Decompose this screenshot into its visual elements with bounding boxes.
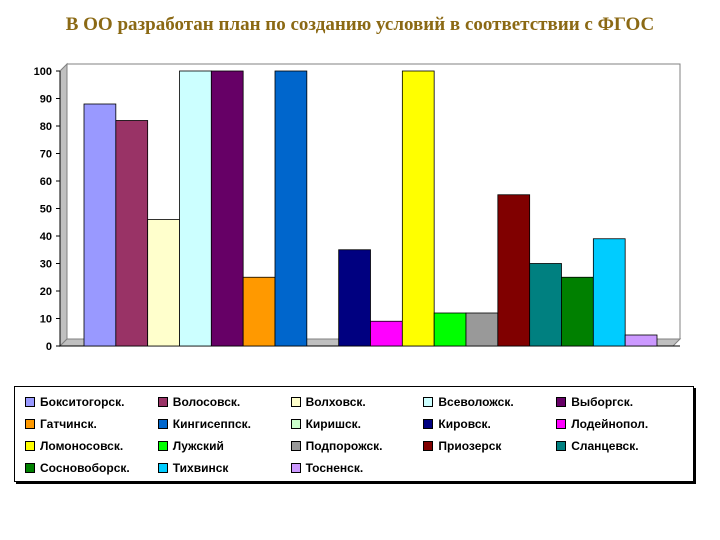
bar-9: Кировск.: 35 (338, 249, 371, 347)
y-tick-label: 40 (40, 231, 52, 243)
slide-title: В ОО разработан план по созданию условий… (65, 14, 655, 35)
legend-swatch (556, 396, 567, 407)
bar-3: Волховск.: 46 (147, 219, 180, 347)
legend-label: Лужский (172, 438, 224, 453)
legend-swatch (157, 396, 168, 407)
plot-side-wall (59, 62, 68, 348)
legend-item: Всеволожск. (423, 393, 556, 410)
legend-item: Сосновоборск. (25, 459, 158, 476)
y-tick-label: 100 (34, 66, 52, 78)
legend-label: Кировск. (438, 416, 491, 431)
y-tick-label: 90 (40, 94, 52, 106)
y-tick-label: 60 (40, 176, 52, 188)
legend-label: Гатчинск. (40, 416, 97, 431)
y-tick-label: 0 (46, 341, 52, 353)
legend-swatch (157, 418, 168, 429)
legend-item: Выборгск. (556, 393, 689, 410)
legend-item: Гатчинск. (25, 415, 158, 432)
legend-label: Волховск. (305, 394, 366, 409)
legend-item: Кингисеппск. (157, 415, 291, 432)
legend-label: Тихвинск (172, 460, 229, 475)
legend-item: Лужский (157, 437, 291, 454)
legend-label: Киришск. (305, 416, 362, 431)
legend-swatch (423, 440, 434, 451)
bar-12: Лужский: 12 (433, 312, 467, 347)
legend-item: Тихвинск (157, 459, 291, 476)
bar-16: Сосновоборск.: 25 (561, 276, 594, 347)
legend-label: Сосновоборск. (40, 460, 130, 475)
bar-11: Ломоносовск.: 100 (401, 70, 435, 347)
y-tick-label: 20 (40, 286, 52, 298)
legend-swatch (556, 440, 567, 451)
bar-13: Подпорожск.: 12 (465, 312, 499, 347)
legend-item: Волосовск. (157, 393, 291, 410)
bar-17: Тихвинск: 39 (592, 238, 626, 347)
legend-swatch (25, 396, 35, 407)
legend-label: Приозерск (438, 438, 502, 453)
chart-legend: Бокситогорск. Волосовск. Волховск. Всеволож… (14, 386, 694, 482)
y-tick-label: 30 (40, 259, 52, 271)
y-tick-label: 10 (40, 314, 52, 326)
legend-swatch (157, 440, 168, 451)
legend-swatch (25, 462, 35, 473)
legend-item: Подпорожск. (290, 437, 424, 454)
legend-label: Сланцевск. (571, 438, 639, 453)
y-tick-label: 50 (40, 204, 52, 216)
legend-label: Подпорожск. (305, 438, 383, 453)
bar-15: Сланцевск.: 30 (529, 263, 562, 347)
legend-item: Кировск. (423, 415, 556, 432)
bar-18: Тосненск.: 4 (624, 334, 658, 347)
bar-6: Гатчинск.: 25 (242, 276, 276, 347)
bar-10: Лодейнопол.: 9 (370, 320, 403, 347)
legend-label: Лодейнопол. (571, 416, 649, 431)
legend-label: Всеволожск. (438, 394, 514, 409)
legend-item: Ломоносовск. (25, 437, 158, 454)
legend-item: Приозерск (423, 437, 556, 454)
legend-label: Выборгск. (571, 394, 634, 409)
legend-label: Тосненск. (305, 460, 364, 475)
bar-5: Выборгск.: 100 (210, 70, 244, 347)
legend-swatch (25, 440, 35, 451)
legend-label: Ломоносовск. (40, 438, 124, 453)
y-tick-label: 70 (40, 149, 52, 161)
legend-swatch (423, 396, 434, 407)
legend-swatch (290, 418, 301, 429)
bar-2: Волосовск.: 82 (115, 120, 149, 347)
bar-14: Приозерск: 55 (497, 194, 531, 347)
legend-item: Тосненск. (290, 459, 424, 476)
legend-swatch (25, 418, 35, 429)
legend-grid: Бокситогорск. Волосовск. Волховск. Всеволож… (25, 393, 689, 476)
legend-swatch (290, 440, 301, 451)
legend-item: Лодейнопол. (556, 415, 689, 432)
legend-swatch (290, 396, 301, 407)
legend-label: Кингисеппск. (172, 416, 251, 431)
legend-swatch (423, 418, 434, 429)
legend-swatch (290, 462, 301, 473)
legend-swatch (556, 418, 567, 429)
legend-label: Бокситогорск. (40, 394, 125, 409)
bar-1: Бокситогорск.: 88 (83, 103, 117, 347)
y-tick-label: 80 (40, 121, 52, 133)
legend-item: Киришск. (290, 415, 424, 432)
legend-item: Бокситогорск. (25, 393, 158, 410)
legend-item: Волховск. (290, 393, 424, 410)
legend-swatch (157, 462, 168, 473)
bar-4: Всеволожск.: 100 (179, 70, 212, 347)
legend-label: Волосовск. (172, 394, 241, 409)
legend-item: Сланцевск. (556, 437, 689, 454)
bar-7: Кингисеппск.: 100 (274, 70, 308, 347)
